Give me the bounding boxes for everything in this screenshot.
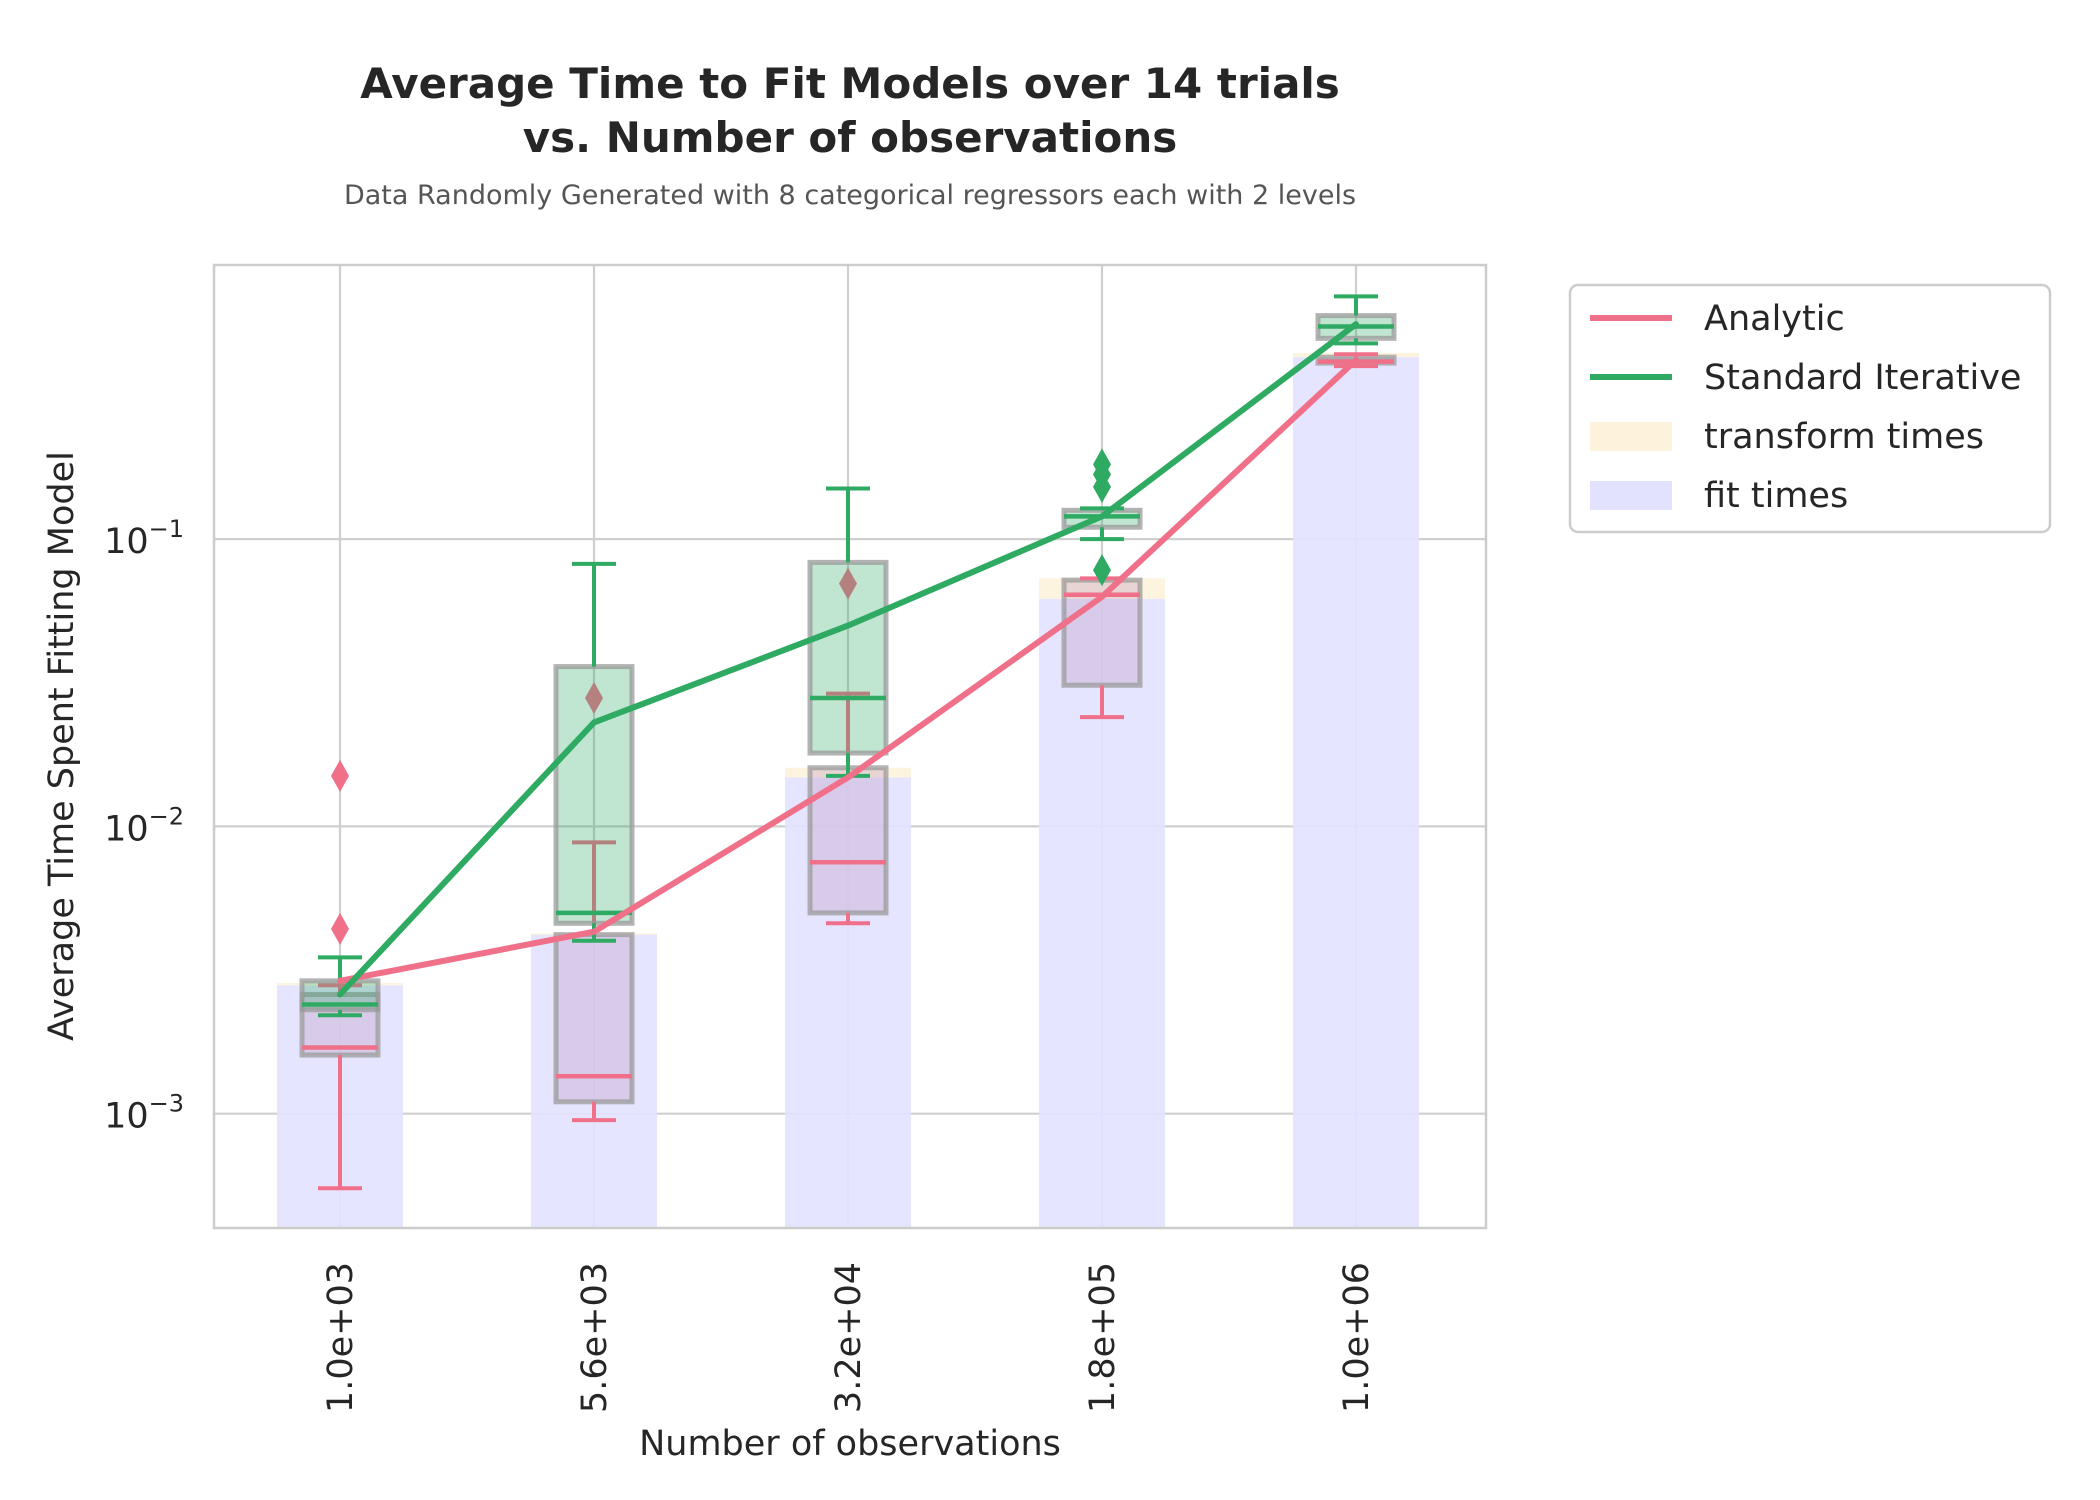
legend-label-transform: transform times <box>1704 417 1984 457</box>
iterative-mean-line <box>337 321 1359 998</box>
legend: Analytic Standard Iterative transform ti… <box>1568 283 2052 534</box>
chart-title-line-1: Average Time to Fit Models over 14 trial… <box>360 59 1340 108</box>
y-tick-label: 10−1 <box>104 515 184 562</box>
legend-swatch-transform <box>1590 422 1672 451</box>
x-axis-label: Number of observations <box>639 1424 1061 1464</box>
analytic-box <box>553 932 635 1105</box>
y-tick-label: 10−2 <box>104 802 184 849</box>
fit-time-bar <box>531 934 657 1228</box>
legend-label-fit: fit times <box>1704 476 1848 516</box>
iterative-outlier <box>1093 448 1111 481</box>
analytic-outlier <box>839 567 857 600</box>
x-tick-label: 3.2e+04 <box>829 1262 869 1413</box>
legend-box <box>1568 283 2052 534</box>
analytic-outlier <box>331 912 349 945</box>
y-tick-labels: 10−3 10−2 10−1 <box>104 515 184 1137</box>
iterative-outlier <box>1093 554 1111 587</box>
legend-label-analytic: Analytic <box>1704 299 1845 339</box>
iterative-box <box>807 559 889 756</box>
fit-time-bar <box>785 777 911 1228</box>
legend-swatch-fit <box>1590 481 1672 510</box>
analytic-mean-line <box>337 357 1359 984</box>
legend-label-iterative: Standard Iterative <box>1704 358 2021 398</box>
x-tick-label: 1.8e+05 <box>1083 1262 1123 1413</box>
iterative-box <box>553 664 635 926</box>
analytic-outlier <box>331 759 349 792</box>
x-tick-label: 1.0e+06 <box>1337 1262 1377 1413</box>
analytic-box <box>807 765 889 916</box>
y-tick-label: 10−3 <box>104 1090 184 1137</box>
y-axis-label: Average Time Spent Fitting Model <box>42 451 82 1041</box>
chart-title-line-2: vs. Number of observations <box>523 113 1177 162</box>
line-layer <box>337 321 1359 998</box>
plot-frame <box>212 263 1488 1230</box>
x-tick-labels: 1.0e+03 5.6e+03 3.2e+04 1.8e+05 1.0e+06 <box>321 1262 1377 1413</box>
fit-time-bar <box>1293 357 1419 1229</box>
x-tick-label: 1.0e+03 <box>321 1262 361 1413</box>
chart-subtitle: Data Randomly Generated with 8 categoric… <box>344 180 1356 211</box>
analytic-outlier <box>585 681 603 714</box>
bar-layer <box>277 352 1419 1229</box>
x-tick-label: 5.6e+03 <box>575 1262 615 1413</box>
